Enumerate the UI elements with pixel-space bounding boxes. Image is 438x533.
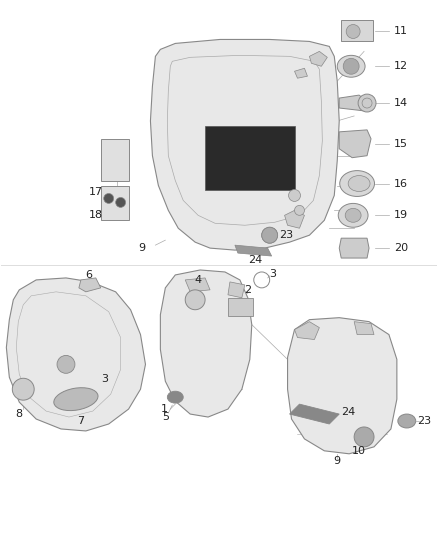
Ellipse shape: [398, 414, 416, 428]
Text: 5: 5: [162, 412, 169, 422]
Text: 17: 17: [89, 188, 103, 197]
Circle shape: [343, 58, 359, 74]
Text: 3: 3: [101, 374, 108, 384]
Circle shape: [346, 25, 360, 38]
Text: 9: 9: [334, 456, 341, 466]
Polygon shape: [285, 211, 304, 228]
Text: 15: 15: [394, 139, 408, 149]
Circle shape: [294, 205, 304, 215]
Text: 18: 18: [89, 211, 103, 220]
Ellipse shape: [348, 175, 370, 191]
Circle shape: [358, 94, 376, 112]
Circle shape: [262, 227, 278, 243]
Circle shape: [12, 378, 34, 400]
Bar: [101, 139, 129, 181]
Text: 2: 2: [244, 285, 251, 295]
Text: 24: 24: [341, 407, 356, 417]
Polygon shape: [339, 95, 369, 111]
Text: 23: 23: [279, 230, 294, 240]
Ellipse shape: [345, 208, 361, 222]
Text: 24: 24: [248, 255, 262, 265]
Text: 14: 14: [394, 98, 408, 108]
Text: 3: 3: [270, 269, 277, 279]
Text: 6: 6: [85, 270, 92, 280]
Circle shape: [185, 290, 205, 310]
Polygon shape: [79, 278, 101, 292]
Text: 19: 19: [394, 211, 408, 220]
Circle shape: [116, 197, 126, 207]
Polygon shape: [235, 245, 272, 256]
Ellipse shape: [337, 55, 365, 77]
Bar: [341, 20, 373, 42]
Polygon shape: [309, 51, 327, 66]
Circle shape: [57, 356, 75, 373]
Ellipse shape: [54, 387, 98, 410]
Circle shape: [104, 193, 114, 204]
Text: 1: 1: [161, 404, 168, 414]
Polygon shape: [150, 39, 339, 250]
Polygon shape: [7, 278, 145, 431]
Text: 16: 16: [394, 179, 408, 189]
Polygon shape: [290, 404, 339, 424]
Polygon shape: [228, 282, 245, 298]
Polygon shape: [294, 68, 307, 78]
Text: 20: 20: [394, 243, 408, 253]
Text: 10: 10: [352, 446, 366, 456]
Bar: [205, 126, 294, 190]
Ellipse shape: [167, 391, 183, 403]
Text: 23: 23: [417, 416, 431, 426]
Circle shape: [289, 190, 300, 201]
Text: 12: 12: [394, 61, 408, 71]
Bar: [101, 185, 129, 220]
Ellipse shape: [340, 171, 374, 197]
Polygon shape: [339, 238, 369, 258]
Circle shape: [354, 427, 374, 447]
Polygon shape: [339, 130, 371, 158]
Text: 4: 4: [194, 275, 201, 285]
Polygon shape: [185, 278, 210, 292]
Text: 8: 8: [16, 409, 23, 419]
Polygon shape: [354, 321, 374, 335]
Bar: [228, 298, 253, 316]
Text: 7: 7: [78, 416, 85, 426]
Text: 9: 9: [138, 243, 145, 253]
Text: 11: 11: [394, 27, 408, 36]
Circle shape: [262, 227, 278, 243]
Polygon shape: [160, 270, 252, 417]
Polygon shape: [288, 318, 397, 454]
Polygon shape: [294, 321, 319, 340]
Ellipse shape: [338, 204, 368, 227]
